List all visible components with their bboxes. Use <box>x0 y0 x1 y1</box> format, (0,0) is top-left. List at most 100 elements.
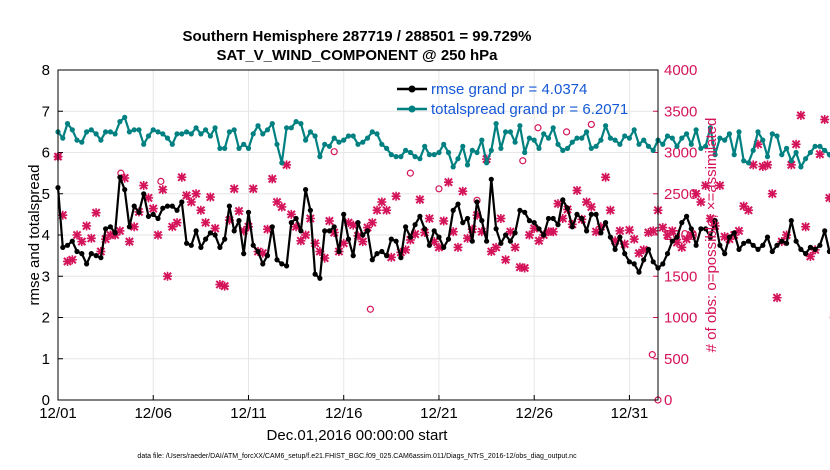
obs-assimilated-marker <box>763 160 773 170</box>
obs-assimilated-marker <box>129 222 139 232</box>
series-point-totalspread <box>674 143 680 149</box>
obs-assimilated-marker <box>72 230 82 240</box>
series-point-rmse <box>426 242 432 248</box>
series-point-rmse <box>669 238 675 244</box>
obs-assimilated-marker <box>520 263 530 273</box>
series-point-totalspread <box>569 139 575 145</box>
chart-subtitle: SAT_V_WIND_COMPONENT @ 250 hPa <box>216 47 498 64</box>
obs-assimilated-marker <box>715 181 725 190</box>
series-point-rmse <box>431 228 437 234</box>
series-point-totalspread <box>779 152 785 158</box>
obs-assimilated-marker <box>453 242 463 252</box>
series-point-totalspread <box>536 145 542 151</box>
obs-assimilated-marker <box>191 189 201 199</box>
series-point-rmse <box>198 244 204 250</box>
series-point-rmse <box>564 205 571 211</box>
series-point-rmse <box>698 226 704 232</box>
series-point-rmse <box>155 215 161 222</box>
series-point-rmse <box>688 226 694 232</box>
series-point-totalspread <box>60 135 66 141</box>
series-point-totalspread <box>117 119 123 125</box>
series-point-totalspread <box>584 129 590 135</box>
series-point-rmse <box>764 234 771 240</box>
series-point-rmse <box>479 218 485 224</box>
tick-label-left: 1 <box>42 351 50 368</box>
obs-assimilated-marker <box>696 197 706 207</box>
series-point-rmse <box>203 236 209 242</box>
series-point-totalspread <box>169 141 175 147</box>
series-point-totalspread <box>669 135 675 141</box>
series-point-totalspread <box>698 145 704 151</box>
series-lines <box>55 114 830 281</box>
tick-label-left: 4 <box>42 227 50 244</box>
series-point-totalspread <box>488 147 494 153</box>
series-point-totalspread <box>722 137 728 143</box>
series-point-totalspread <box>679 135 685 141</box>
series-point-rmse <box>231 228 237 234</box>
series-point-totalspread <box>817 143 823 149</box>
series-point-totalspread <box>684 131 690 137</box>
obs-assimilated-marker <box>491 242 501 252</box>
series-point-rmse <box>284 263 290 269</box>
series-point-totalspread <box>107 129 113 135</box>
series-point-totalspread <box>479 137 485 143</box>
x-axis: 12/01 12/06 12/11 12/16 12/21 12/26 12/31 <box>39 395 648 422</box>
series-point-rmse <box>488 176 494 182</box>
series-point-totalspread <box>398 154 404 160</box>
obs-assimilated-marker <box>624 225 634 235</box>
series-point-totalspread <box>603 123 609 129</box>
obs-possible-marker <box>519 157 527 165</box>
obs-assimilated-marker <box>572 185 582 195</box>
series-point-rmse <box>755 246 761 252</box>
obs-assimilated-marker <box>277 202 287 212</box>
obs-assimilated-marker <box>234 206 244 216</box>
series-point-rmse <box>779 238 785 244</box>
series-point-rmse <box>64 242 71 248</box>
series-point-rmse <box>188 242 194 248</box>
series-point-totalspread <box>84 129 90 135</box>
series-point-totalspread <box>707 125 714 131</box>
tick-label-x: 12/26 <box>515 405 553 422</box>
series-point-totalspread <box>236 145 242 151</box>
series-point-totalspread <box>726 131 733 137</box>
obs-assimilated-marker <box>182 190 192 200</box>
series-point-rmse <box>769 248 775 255</box>
series-point-rmse <box>812 246 818 252</box>
obs-assimilated-marker <box>91 208 101 218</box>
series-point-totalspread <box>607 135 614 141</box>
series-point-totalspread <box>226 129 232 135</box>
series-point-rmse <box>88 251 94 257</box>
obs-assimilated-marker <box>434 242 444 252</box>
series-point-rmse <box>469 238 475 244</box>
series-point-totalspread <box>269 121 275 127</box>
series-point-totalspread <box>507 129 513 135</box>
obs-assimilated-marker <box>172 218 182 228</box>
obs-assimilated-marker <box>524 230 534 240</box>
series-point-totalspread <box>74 137 80 143</box>
series-point-rmse <box>717 242 723 248</box>
obs-assimilated-marker <box>372 205 382 215</box>
series-point-rmse <box>531 220 537 226</box>
series-point-rmse <box>150 211 156 217</box>
series-point-totalspread <box>303 137 309 143</box>
series-point-totalspread <box>750 147 756 153</box>
obs-assimilated-marker <box>391 191 401 201</box>
tick-label-right: 0 <box>664 392 672 409</box>
series-point-totalspread <box>636 141 642 147</box>
series-point-totalspread <box>431 152 437 158</box>
obs-assimilated-marker <box>767 189 777 199</box>
series-point-rmse <box>264 253 271 259</box>
series-point-rmse <box>569 224 575 230</box>
series-point-rmse <box>84 261 90 267</box>
tick-label-left: 5 <box>42 186 50 203</box>
tick-label-x: 12/21 <box>420 405 458 422</box>
series-point-totalspread <box>193 125 199 131</box>
series-point-rmse <box>303 187 309 193</box>
series-point-rmse <box>403 224 409 230</box>
series-point-rmse <box>160 205 166 211</box>
series-point-rmse <box>226 203 232 209</box>
series-point-totalspread <box>188 131 194 137</box>
series-point-totalspread <box>445 149 452 156</box>
series-point-rmse <box>526 218 533 224</box>
tick-label-right: 1000 <box>664 310 697 327</box>
